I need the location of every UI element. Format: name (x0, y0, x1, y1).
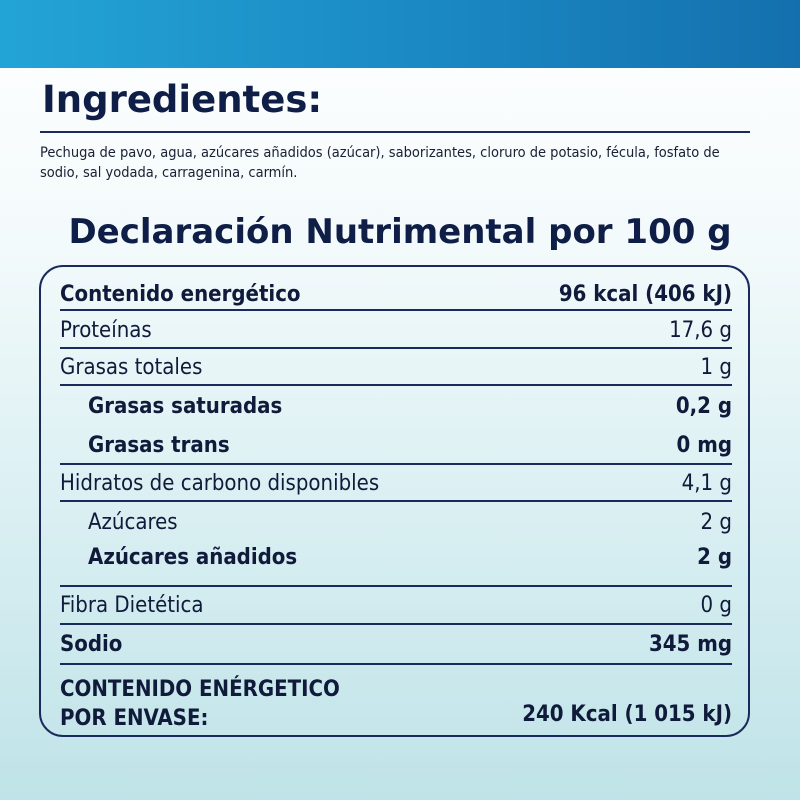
nutrition-panel (39, 265, 750, 737)
per-package-value: 240 Kcal (1 015 kJ) (522, 702, 732, 727)
row-label: Grasas totales (60, 355, 203, 380)
top-color-band (0, 0, 800, 68)
row-divider (60, 500, 732, 502)
row-divider (60, 347, 732, 349)
row-divider (60, 384, 732, 386)
row-label: Grasas trans (88, 433, 230, 458)
row-label: Proteínas (60, 318, 152, 343)
row-value: 2 g (700, 510, 732, 535)
row-value: 4,1 g (681, 471, 732, 496)
row-label: Azúcares (88, 510, 178, 535)
row-divider (60, 623, 732, 625)
ingredients-divider (40, 131, 750, 133)
per-package-label: CONTENIDO ENÉRGETICO POR ENVASE: (60, 675, 340, 733)
ingredients-text: Pechuga de pavo, agua, azúcares añadidos… (40, 145, 720, 181)
row-value: 0,2 g (675, 394, 732, 419)
row-label: Grasas saturadas (88, 394, 283, 419)
row-value: 345 mg (649, 632, 732, 657)
row-value: 96 kcal (406 kJ) (558, 282, 732, 307)
row-value: 0 mg (676, 433, 732, 458)
row-value: 17,6 g (669, 318, 732, 343)
row-label: Contenido energético (60, 282, 301, 307)
row-divider (60, 585, 732, 587)
per-package-label-line1: CONTENIDO ENÉRGETICO (60, 677, 340, 702)
row-value: 0 g (700, 593, 732, 618)
ingredients-title: Ingredientes: (42, 78, 323, 121)
row-value: 2 g (697, 545, 732, 570)
row-label: Hidratos de carbono disponibles (60, 471, 380, 496)
row-divider (60, 463, 732, 465)
row-label: Sodio (60, 632, 123, 657)
row-label: Azúcares añadidos (88, 545, 298, 570)
row-divider (60, 663, 732, 665)
nutrition-title: Declaración Nutrimental por 100 g (68, 212, 732, 252)
row-divider (60, 309, 732, 311)
row-label: Fibra Dietética (60, 593, 204, 618)
per-package-label-line2: POR ENVASE: (60, 706, 209, 731)
row-value: 1 g (700, 355, 732, 380)
